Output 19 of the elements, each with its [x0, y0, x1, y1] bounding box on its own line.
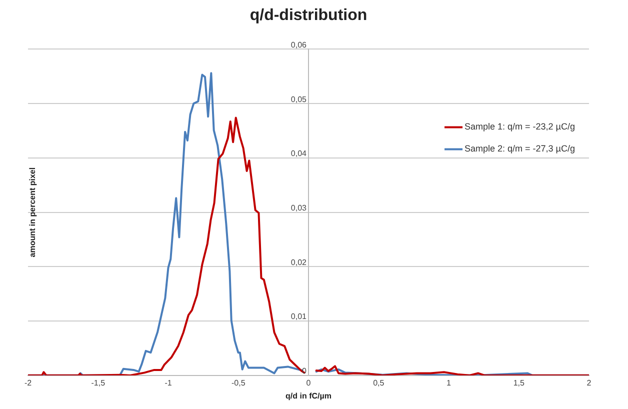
x-tick-label: -0,5: [231, 378, 246, 388]
legend-label: Sample 2: q/m = -27,3 µC/g: [464, 144, 576, 154]
y-axis-title: amount in percent pixel: [28, 167, 38, 258]
x-tick-label: 0,5: [373, 378, 385, 388]
y-tick-label: 0,03: [290, 204, 308, 213]
x-tick-label: 1: [446, 378, 452, 388]
x-tick-label: -1,5: [91, 378, 106, 388]
legend-label: Sample 1: q/m = -23,2 µC/g: [464, 122, 576, 132]
x-tick-label: -1: [164, 378, 172, 388]
y-tick-label: 0,05: [290, 94, 308, 104]
x-tick-label: 1,5: [513, 378, 525, 388]
y-tick-label: 0,01: [290, 312, 308, 322]
x-tick-label: -2: [24, 378, 32, 388]
x-axis-title: q/d in fC/µm: [286, 391, 332, 400]
y-tick-label: 0,04: [290, 149, 308, 158]
x-tick-label: 2: [586, 378, 592, 388]
y-tick-label: 0,06: [290, 40, 308, 50]
chart-title: q/d-distribution: [250, 7, 368, 24]
y-tick-label: 0,02: [290, 258, 308, 267]
